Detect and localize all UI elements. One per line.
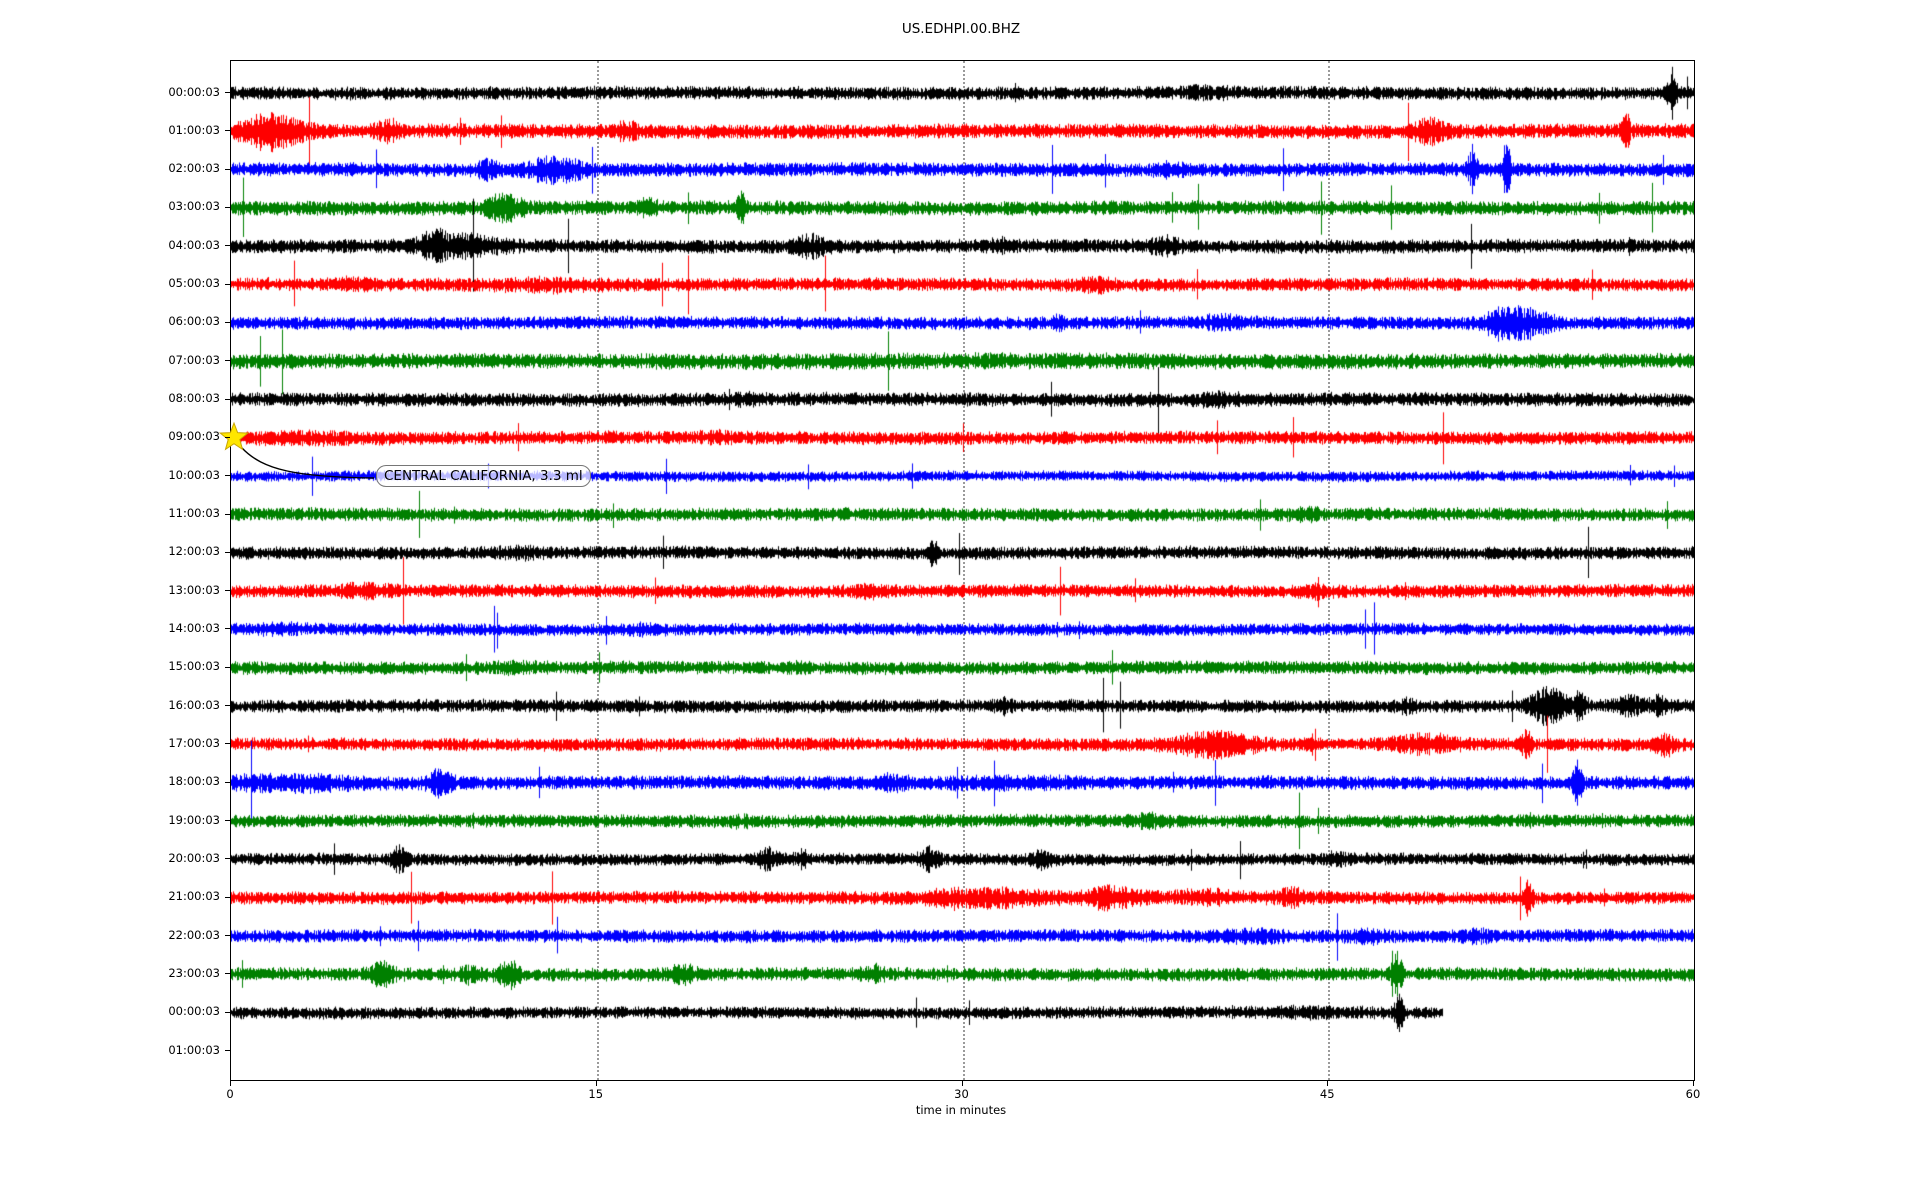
y-tick-mark [225, 321, 230, 323]
y-tick-label: 19:00:03 [168, 812, 220, 827]
y-tick-label: 21:00:03 [168, 889, 220, 904]
y-tick-mark [225, 92, 230, 93]
y-tick-mark [225, 935, 230, 937]
y-tick-label: 03:00:03 [168, 199, 220, 214]
y-tick-mark [225, 896, 230, 898]
y-tick-label: 02:00:03 [168, 161, 220, 176]
y-tick-label: 05:00:03 [168, 276, 220, 291]
x-tick-mark [961, 1081, 963, 1086]
y-tick-mark [225, 590, 230, 592]
y-tick-mark [225, 858, 230, 860]
y-tick-label: 13:00:03 [168, 582, 220, 597]
y-tick-mark [225, 436, 230, 438]
x-tick-mark [230, 1081, 231, 1086]
y-tick-mark [225, 168, 230, 170]
y-tick-mark [225, 475, 230, 477]
x-axis-label: time in minutes [915, 1103, 1007, 1117]
y-tick-mark [225, 513, 230, 515]
y-tick-mark [225, 283, 230, 285]
y-tick-label: 01:00:03 [168, 122, 220, 137]
y-tick-mark [225, 705, 230, 707]
y-tick-label: 00:00:03 [168, 1004, 220, 1019]
waveform-traces-canvas [231, 61, 1694, 1080]
y-tick-label: 12:00:03 [168, 544, 220, 559]
y-tick-mark [225, 666, 230, 668]
y-tick-label: 10:00:03 [168, 467, 220, 482]
x-tick-label: 60 [1685, 1087, 1701, 1101]
y-tick-label: 20:00:03 [168, 850, 220, 865]
y-tick-mark [225, 206, 230, 208]
y-tick-label: 01:00:03 [168, 1042, 220, 1057]
x-tick-label: 15 [588, 1087, 604, 1101]
y-tick-label: 22:00:03 [168, 927, 220, 942]
y-tick-mark [225, 628, 230, 630]
y-tick-label: 04:00:03 [168, 237, 220, 252]
x-tick-label: 45 [1319, 1087, 1335, 1101]
x-tick-label: 30 [954, 1087, 969, 1101]
y-tick-label: 06:00:03 [168, 314, 220, 329]
y-tick-mark [225, 130, 230, 132]
y-tick-mark [225, 743, 230, 745]
event-annotation-box: CENTRAL CALIFORNIA, 3.3 ml [376, 465, 591, 487]
y-tick-mark [225, 973, 230, 975]
y-tick-label: 11:00:03 [168, 506, 220, 521]
x-tick-label: 0 [226, 1087, 234, 1101]
y-tick-label: 14:00:03 [168, 620, 220, 635]
y-tick-label: 15:00:03 [168, 659, 220, 674]
y-tick-mark [225, 820, 230, 822]
y-tick-label: 18:00:03 [168, 774, 220, 789]
y-tick-label: 16:00:03 [168, 697, 220, 712]
y-tick-mark [225, 398, 230, 400]
y-tick-mark [225, 360, 230, 362]
y-tick-label: 08:00:03 [168, 391, 220, 406]
y-tick-mark [225, 245, 230, 247]
y-tick-label: 23:00:03 [168, 965, 220, 980]
y-tick-label: 07:00:03 [168, 352, 220, 367]
y-tick-label: 17:00:03 [168, 735, 220, 750]
y-tick-mark [225, 1011, 230, 1013]
chart-title: US.EDHPI.00.BHZ [901, 21, 1021, 37]
x-tick-mark [1693, 1081, 1694, 1086]
y-tick-mark [225, 551, 230, 553]
y-tick-mark [225, 1050, 230, 1051]
plot-area [230, 60, 1695, 1081]
y-tick-label: 00:00:03 [168, 84, 220, 99]
x-tick-mark [595, 1081, 597, 1086]
y-tick-label: 09:00:03 [168, 429, 220, 444]
y-tick-mark [225, 781, 230, 783]
x-tick-mark [1327, 1081, 1329, 1086]
